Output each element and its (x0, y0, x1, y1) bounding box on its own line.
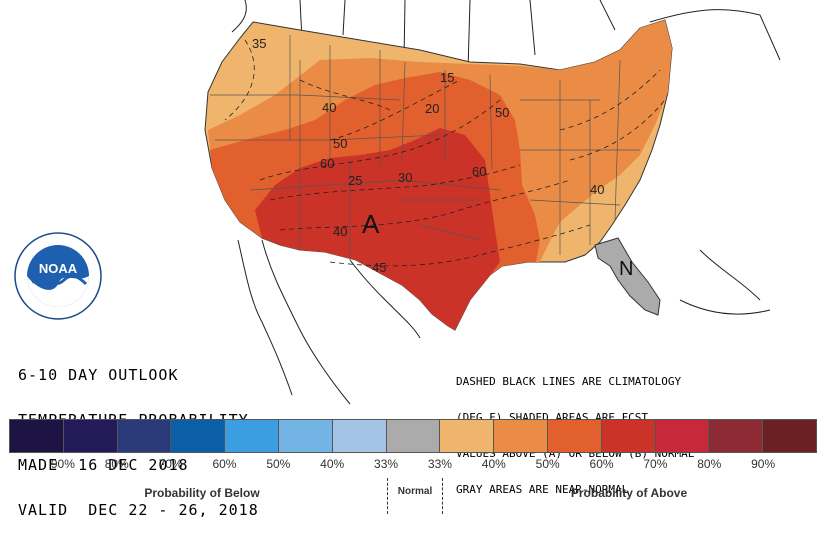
contour-label: 40 (333, 224, 347, 239)
above-caption: Probability of Above (570, 486, 688, 500)
region-above-70 (255, 128, 500, 330)
legend-tick-label: 70% (158, 457, 183, 471)
legend-swatch (332, 420, 387, 452)
legend-swatch (117, 420, 172, 452)
legend-swatch (440, 420, 495, 452)
contour-label: 40 (590, 182, 604, 197)
legend-swatch (225, 420, 279, 452)
note-line: DASHED BLACK LINES ARE CLIMATOLOGY (456, 375, 682, 388)
legend-tick-label: 60% (212, 457, 237, 471)
contour-label: 40 (322, 100, 336, 115)
legend-swatch (763, 420, 817, 452)
legend-tick-label: 80% (104, 457, 129, 471)
normal-caption: Normal (397, 486, 433, 497)
contour-label: 50 (333, 136, 347, 151)
border-lines (231, 0, 781, 405)
contour-label: 15 (440, 70, 454, 85)
contour-label: 60 (472, 164, 486, 179)
outlook-map: 35 40 50 60 15 20 25 30 40 45 50 60 40 A… (204, 0, 781, 405)
legend-tick-label: 70% (643, 457, 668, 471)
legend-swatch (494, 420, 548, 452)
legend-swatch (547, 420, 602, 452)
legend-tick-label: 33% (427, 457, 452, 471)
legend-swatch (386, 420, 441, 452)
legend-tick-label: 80% (697, 457, 722, 471)
region-near-normal (594, 237, 661, 316)
noaa-logo: NOAA (14, 232, 102, 320)
legend-swatch (278, 420, 333, 452)
contour-label-group: 35 40 50 60 15 20 25 30 40 45 50 60 40 (252, 36, 604, 275)
normal-divider-right (442, 478, 443, 514)
title-line: MADE 16 DEC 2018 (18, 456, 189, 474)
contour-label: 30 (398, 170, 412, 185)
noaa-wordmark: NOAA (39, 261, 78, 276)
below-caption: Probability of Below (144, 486, 260, 500)
contour-label: 50 (495, 105, 509, 120)
legend-swatch (655, 420, 710, 452)
legend-swatch (601, 420, 656, 452)
legend-swatch (709, 420, 764, 452)
legend-swatch (63, 420, 118, 452)
note-line: GRAY AREAS ARE NEAR-NORMAL (456, 483, 629, 496)
legend-tick-label: 40% (320, 457, 345, 471)
title-line: 6-10 DAY OUTLOOK (18, 366, 179, 384)
above-normal-marker: A (362, 209, 380, 239)
legend-tick-label: 50% (266, 457, 291, 471)
legend-tick-label: 90% (751, 457, 776, 471)
legend-swatch (9, 420, 64, 452)
legend-tick-label: 40% (481, 457, 506, 471)
legend-swatch (171, 420, 226, 452)
title-line: VALID DEC 22 - 26, 2018 (18, 501, 259, 519)
contour-label: 60 (320, 156, 334, 171)
normal-divider-left (387, 478, 388, 514)
near-normal-marker: N (619, 258, 633, 280)
contour-label: 25 (348, 173, 362, 188)
legend-tick-label: 50% (535, 457, 560, 471)
legend-tick-label: 33% (374, 457, 399, 471)
contour-label: 45 (372, 260, 386, 275)
legend-tick-label: 90% (50, 457, 75, 471)
probability-color-bar (9, 419, 817, 453)
climatology-contours (224, 39, 666, 267)
contour-label: 35 (252, 36, 266, 51)
contour-label: 20 (425, 101, 439, 116)
state-lines (210, 35, 640, 260)
legend-tick-label: 60% (589, 457, 614, 471)
